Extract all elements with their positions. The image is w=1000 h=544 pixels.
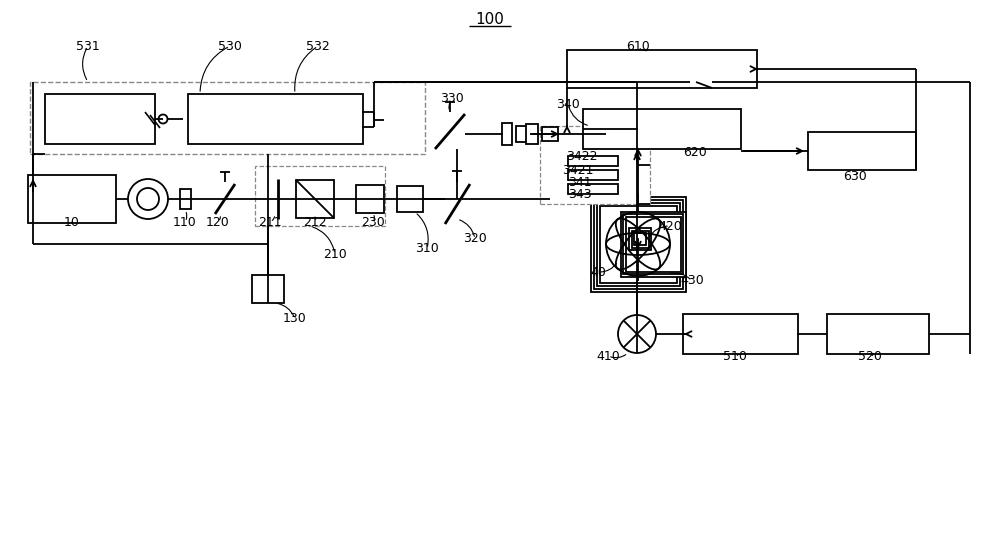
Bar <box>567 50 757 88</box>
Text: 340: 340 <box>556 97 580 110</box>
Text: 530: 530 <box>218 40 242 53</box>
Bar <box>590 196 686 292</box>
Text: 120: 120 <box>206 215 230 228</box>
Bar <box>516 126 530 142</box>
Bar <box>632 231 648 248</box>
Text: 310: 310 <box>415 243 439 256</box>
Bar <box>827 314 929 354</box>
Bar <box>540 126 650 204</box>
Text: 10: 10 <box>64 215 80 228</box>
Bar <box>626 217 680 271</box>
Bar <box>568 184 618 194</box>
Bar <box>526 124 538 144</box>
Bar <box>28 175 116 223</box>
Text: 610: 610 <box>626 40 650 53</box>
Bar <box>623 214 683 274</box>
Bar <box>568 170 618 180</box>
Text: 410: 410 <box>596 349 620 362</box>
Bar <box>180 189 190 209</box>
Text: 3421: 3421 <box>562 164 594 176</box>
Text: 510: 510 <box>723 350 747 363</box>
Bar <box>188 94 362 144</box>
Text: 3422: 3422 <box>566 151 598 164</box>
Text: 341: 341 <box>568 176 592 189</box>
Text: 532: 532 <box>306 40 330 53</box>
Bar <box>397 186 423 212</box>
Text: 430: 430 <box>680 275 704 287</box>
Text: 330: 330 <box>440 92 464 106</box>
Text: 343: 343 <box>568 189 592 201</box>
Text: 130: 130 <box>283 312 307 325</box>
Text: 531: 531 <box>76 40 100 53</box>
Bar <box>568 156 618 166</box>
Bar <box>634 233 646 245</box>
Text: 620: 620 <box>683 145 707 158</box>
Text: 110: 110 <box>173 215 197 228</box>
Bar <box>45 94 155 144</box>
Bar <box>502 123 512 145</box>
Bar <box>255 166 385 226</box>
Text: 40: 40 <box>590 265 606 279</box>
Bar <box>30 82 425 154</box>
Text: 212: 212 <box>303 215 327 228</box>
Bar <box>600 206 676 282</box>
Bar <box>542 127 558 141</box>
Bar <box>252 275 284 303</box>
Bar <box>596 202 680 286</box>
Text: 420: 420 <box>658 219 682 232</box>
Text: 520: 520 <box>858 350 882 363</box>
Bar <box>808 132 916 170</box>
Text: 100: 100 <box>476 13 504 28</box>
Bar <box>356 185 384 213</box>
Bar <box>583 109 741 149</box>
Bar <box>594 200 682 288</box>
Text: 210: 210 <box>323 248 347 261</box>
Text: 230: 230 <box>361 215 385 228</box>
Bar <box>629 228 651 250</box>
Text: 211: 211 <box>258 215 282 228</box>
Bar <box>620 212 686 276</box>
Text: 630: 630 <box>843 170 867 182</box>
Bar <box>296 180 334 218</box>
Text: 320: 320 <box>463 232 487 245</box>
Bar <box>682 314 798 354</box>
